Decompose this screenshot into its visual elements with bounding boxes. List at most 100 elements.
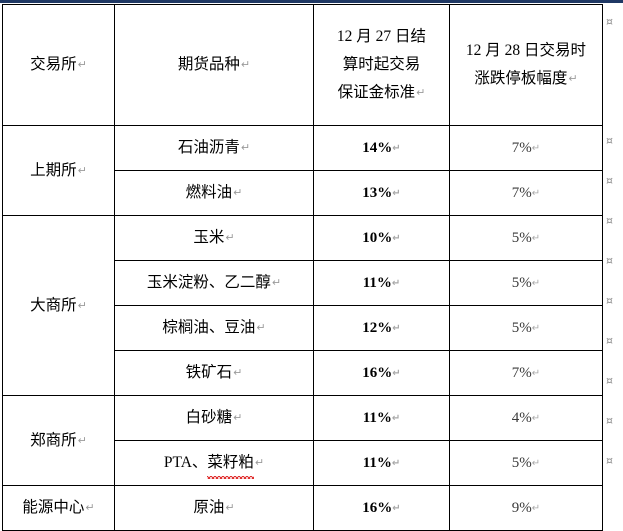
margin-cell: 10%↵ <box>313 215 450 261</box>
paragraph-mark-icon: ↵ <box>271 276 282 289</box>
exchange-label: 郑商所 <box>30 431 77 449</box>
exchange-label: 大商所 <box>30 296 77 314</box>
paragraph-mark-icon: ↵ <box>240 58 251 71</box>
product-cell: PTA、菜籽粕↵ <box>114 440 314 486</box>
paragraph-mark-icon: ↵ <box>240 141 251 154</box>
product-cell: 原油↵ <box>114 485 314 531</box>
header-cell-product: 期货品种↵ <box>114 4 314 126</box>
limit-value: 7% <box>511 184 532 201</box>
limit-value: 5% <box>511 274 532 291</box>
limit-cell: 7%↵ <box>449 125 603 171</box>
product-cell: 棕榈油、豆油↵ <box>114 305 314 351</box>
paragraph-mark-icon: ↵ <box>391 277 401 289</box>
margin-cell: 16%↵ <box>313 350 450 396</box>
paragraph-mark-icon: ↵ <box>392 187 401 199</box>
paragraph-mark-icon: ↵ <box>225 231 235 244</box>
paragraph-mark-icon: ↵ <box>531 232 541 244</box>
table-row: 铁矿石↵ 16%↵ 7%↵ <box>3 350 603 396</box>
limit-value: 5% <box>511 319 532 336</box>
table-row: 能源中心↵ 原油↵ 16%↵ 9%↵ <box>2 485 603 531</box>
margin-cell: 14%↵ <box>313 125 450 171</box>
margin-cell: 12%↵ <box>313 305 450 351</box>
paragraph-mark-icon: ↵ <box>392 232 401 244</box>
paragraph-mark-icon: ↵ <box>568 72 578 85</box>
exchange-label: 能源中心 <box>22 499 85 516</box>
paragraph-mark-icon: ↵ <box>392 502 401 514</box>
limit-cell: 9%↵ <box>449 485 603 531</box>
exchange-label: 上期所 <box>30 161 77 179</box>
product-label: 白砂糖 <box>185 409 233 426</box>
limit-value: 7% <box>511 139 532 156</box>
margin-value: 16% <box>362 364 393 381</box>
product-label-misspelled: 菜籽粕 <box>207 450 254 479</box>
margin-value: 16% <box>362 499 393 516</box>
paragraph-mark-icon: ↵ <box>77 58 87 71</box>
margin-value: 10% <box>362 229 393 246</box>
product-label: 原油 <box>193 499 225 516</box>
product-label: 燃料油 <box>185 184 233 201</box>
limit-cell: 7%↵ <box>449 350 603 396</box>
margin-value: 11% <box>362 274 392 291</box>
futures-margin-table: 交易所↵ 期货品种↵ 12 月 27 日结 算时起交易 保证金标准↵ 12 月 … <box>2 4 603 531</box>
margin-value: 13% <box>362 184 393 201</box>
paragraph-mark-icon: ↵ <box>391 412 401 424</box>
exchange-cell: 郑商所↵ <box>2 395 115 486</box>
row-end-mark-icon: ¤ <box>606 374 613 387</box>
product-label-prefix: PTA、 <box>163 454 208 471</box>
product-cell: 铁矿石↵ <box>114 350 314 396</box>
paragraph-mark-icon: ↵ <box>256 321 266 334</box>
header-label-margin-line-1: 12 月 27 日结 <box>336 28 427 45</box>
limit-cell: 5%↵ <box>449 260 603 306</box>
paragraph-mark-icon: ↵ <box>391 457 401 469</box>
margin-value: 12% <box>362 319 393 336</box>
paragraph-mark-icon: ↵ <box>77 163 87 177</box>
paragraph-mark-icon: ↵ <box>77 433 87 447</box>
row-end-mark-icon: ¤ <box>606 15 613 28</box>
header-cell-exchange: 交易所↵ <box>2 4 115 126</box>
header-label-product: 期货品种 <box>177 56 240 73</box>
table-row: 大商所↵ 玉米↵ 10%↵ 5%↵ <box>2 215 603 396</box>
limit-cell: 5%↵ <box>449 305 603 351</box>
header-label-margin-line-2: 算时起交易 <box>342 56 421 73</box>
paragraph-mark-icon: ↵ <box>392 142 401 154</box>
paragraph-mark-icon: ↵ <box>233 186 243 199</box>
limit-cell: 5%↵ <box>449 215 603 261</box>
row-end-mark-icon: ¤ <box>606 134 613 147</box>
paragraph-mark-icon: ↵ <box>392 322 401 334</box>
margin-cell: 11%↵ <box>313 440 450 486</box>
table-header-row: 交易所↵ 期货品种↵ 12 月 27 日结 算时起交易 保证金标准↵ 12 月 … <box>2 4 603 126</box>
margin-value: 11% <box>362 409 392 426</box>
product-label: 铁矿石 <box>185 364 233 381</box>
exchange-cell: 大商所↵ <box>2 215 115 396</box>
limit-value: 5% <box>511 229 532 246</box>
paragraph-mark-icon: ↵ <box>531 367 541 379</box>
table-row: 棕榈油、豆油↵ 12%↵ 5%↵ <box>3 305 603 351</box>
product-label: 棕榈油、豆油 <box>162 319 256 336</box>
paragraph-mark-icon: ↵ <box>531 142 541 154</box>
table-row: 玉米淀粉、乙二醇↵ 11%↵ 5%↵ <box>3 260 603 306</box>
exchange-cell: 能源中心↵ <box>2 485 115 531</box>
header-label-limit-line-1: 12 月 28 日交易时 <box>465 42 587 59</box>
product-cell: 白砂糖↵ <box>114 395 314 441</box>
limit-value: 9% <box>511 499 532 516</box>
row-end-mark-icon: ¤ <box>606 174 613 187</box>
margin-cell: 16%↵ <box>313 485 450 531</box>
header-cell-limit: 12 月 28 日交易时 涨跌停板幅度↵ <box>449 4 603 126</box>
header-label-limit-line-2: 涨跌停板幅度 <box>474 70 568 87</box>
product-label: 玉米 <box>193 229 225 246</box>
paragraph-mark-icon: ↵ <box>392 367 401 379</box>
top-page-rule <box>0 0 623 3</box>
row-end-mark-icon: ¤ <box>606 254 613 267</box>
row-end-mark-icon: ¤ <box>606 334 613 347</box>
header-label-exchange: 交易所 <box>30 56 77 73</box>
row-end-mark-icon: ¤ <box>606 414 613 427</box>
header-label-margin-line-3: 保证金标准 <box>337 84 416 101</box>
table-row: 上期所↵ 石油沥青↵ 14%↵ 7%↵ <box>2 125 603 216</box>
row-end-mark-icon: ¤ <box>606 214 613 227</box>
product-cell: 玉米淀粉、乙二醇↵ <box>114 260 314 306</box>
paragraph-mark-icon: ↵ <box>531 502 541 514</box>
paragraph-mark-icon: ↵ <box>225 501 235 514</box>
document-body: 交易所↵ 期货品种↵ 12 月 27 日结 算时起交易 保证金标准↵ 12 月 … <box>0 3 623 531</box>
paragraph-mark-icon: ↵ <box>416 86 426 99</box>
paragraph-mark-icon: ↵ <box>233 366 243 379</box>
